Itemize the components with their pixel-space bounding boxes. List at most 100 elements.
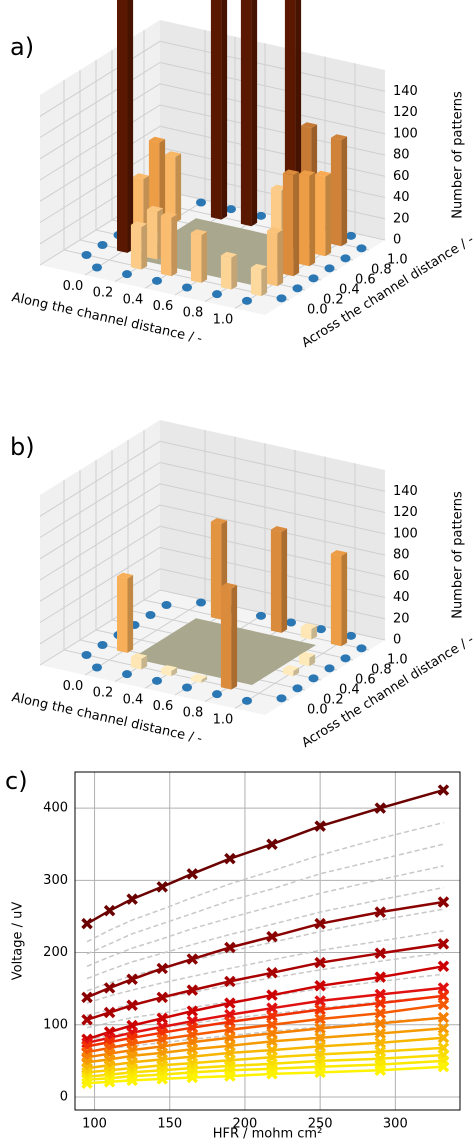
y-tick-label: 0.8: [371, 263, 392, 278]
marker: [126, 1074, 138, 1087]
marker: [374, 1017, 387, 1030]
bar-front: [210, 0, 222, 220]
sensor-dot: [308, 674, 319, 683]
bar-top: [130, 653, 148, 659]
bar-front: [282, 173, 294, 277]
bar-side: [261, 266, 268, 297]
series-line: [86, 821, 444, 943]
bar: [330, 134, 348, 247]
sensor-dot: [356, 244, 367, 253]
marker: [374, 1037, 387, 1049]
x-tick-label: 200: [233, 1117, 258, 1132]
bar-top: [282, 169, 300, 176]
marker: [224, 975, 236, 988]
bar-side: [309, 654, 316, 667]
bar: [146, 205, 164, 260]
bar-side: [281, 528, 288, 633]
series-line: [86, 1003, 444, 1054]
series-line: [86, 788, 444, 925]
series-line: [86, 1053, 444, 1079]
bar: [270, 526, 288, 633]
marker: [156, 991, 168, 1004]
z-tick-label: 120: [393, 105, 418, 120]
marker: [266, 989, 278, 1001]
marker: [437, 998, 450, 1011]
series-line: [86, 843, 444, 955]
bar: [300, 623, 318, 640]
y-tick-label: 0.2: [323, 693, 344, 708]
bar-front: [298, 655, 310, 667]
series-line: [86, 1065, 444, 1085]
series-line: [86, 865, 444, 967]
bar: [190, 673, 208, 683]
series-line: [86, 951, 444, 1017]
marker: [437, 960, 450, 973]
z-axis-label: Number of patterns: [451, 491, 466, 619]
bar-top: [314, 170, 332, 177]
x-tick-label: 0.8: [183, 706, 204, 721]
bar: [314, 170, 332, 257]
z-tick-label: 80: [393, 548, 410, 563]
bar: [330, 550, 348, 647]
bar-front: [266, 230, 278, 287]
bar-top: [130, 221, 148, 228]
bar: [130, 653, 148, 670]
marker: [374, 971, 387, 983]
bar: [250, 263, 268, 297]
sensor-dot: [324, 264, 335, 273]
marker: [374, 997, 387, 1009]
sensor-dot: [226, 205, 236, 214]
z-tick-label: 0: [393, 233, 401, 248]
bar-top: [160, 212, 178, 218]
y-tick-label: 0.0: [307, 703, 328, 718]
bar-side: [251, 0, 258, 227]
bar-side: [311, 625, 318, 640]
bar-side: [231, 585, 238, 690]
marker: [437, 990, 450, 1002]
series-line: [86, 1046, 444, 1074]
sensor-dot: [256, 211, 266, 220]
marker: [437, 1032, 450, 1044]
bar-front: [250, 267, 262, 297]
sensor-dot: [152, 676, 162, 685]
x-tick-label: 1.0: [213, 312, 234, 327]
y-tick-label: 200: [43, 945, 68, 960]
panel-label: c): [5, 767, 28, 795]
bar-side: [171, 214, 178, 277]
sensor-dot: [182, 683, 192, 692]
marker: [374, 906, 387, 918]
series-line: [86, 973, 444, 1029]
y-tick-label: 0.6: [355, 273, 376, 288]
y-tick-label: 0.8: [371, 663, 392, 678]
series-line: [86, 1016, 444, 1059]
bar-front: [270, 529, 282, 633]
sensor-dot: [324, 664, 335, 673]
z-tick-label: 140: [393, 484, 418, 499]
marker: [437, 1022, 450, 1035]
sensor-dot: [346, 631, 356, 640]
bar-side: [341, 552, 348, 647]
bar-side: [221, 0, 228, 220]
bar-side: [293, 171, 300, 277]
marker: [314, 917, 326, 930]
bar-top: [164, 151, 182, 157]
marker: [156, 962, 168, 975]
series-line: [86, 986, 444, 1045]
bar: [117, 0, 134, 253]
marker: [186, 868, 199, 880]
x-axis-label: HFR / mohm cm²: [213, 1127, 323, 1142]
bar-front: [220, 586, 232, 690]
marker: [314, 956, 326, 969]
series-line: [86, 995, 444, 1041]
sensor-dot: [145, 611, 156, 619]
x-tick-label: 150: [157, 1117, 182, 1132]
series-line: [86, 886, 444, 980]
bar-side: [325, 173, 332, 257]
sensor-dot: [340, 654, 351, 663]
sensor-dot: [182, 283, 192, 292]
bar-front: [330, 553, 342, 647]
y-tick-label: 0.2: [323, 293, 344, 308]
sensor-dot: [316, 625, 326, 634]
y-tick-label: 1.0: [387, 253, 408, 268]
bar-front: [330, 137, 342, 247]
